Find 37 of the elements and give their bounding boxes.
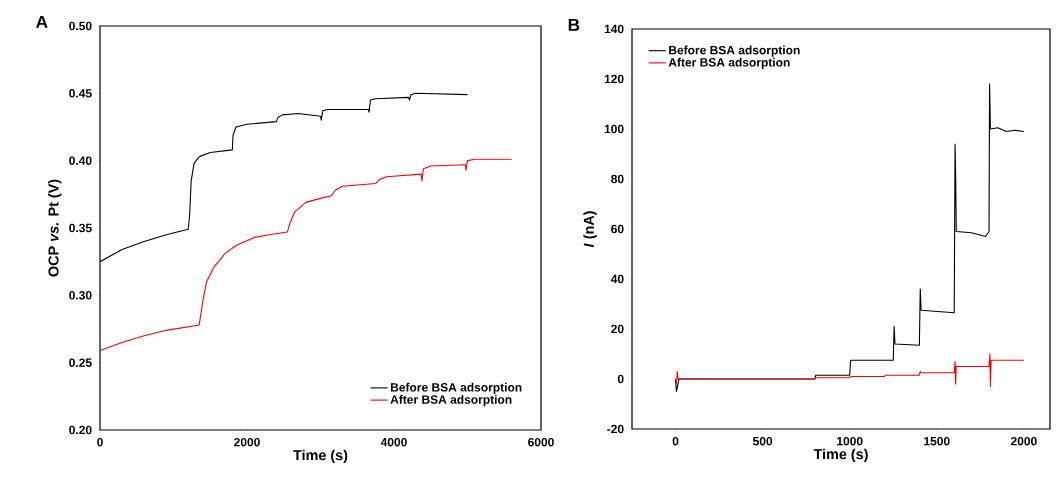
y-tick-label: 120 (604, 74, 624, 84)
x-tick-label: 6000 (528, 437, 554, 447)
y-tick-label: 40 (610, 274, 624, 284)
x-tick-label: 0 (97, 437, 103, 447)
x-tick-label: 0 (672, 436, 679, 446)
y-axis-title: I (nA) (583, 211, 597, 248)
y-tick-label: 100 (604, 124, 624, 134)
chart-title: A (36, 15, 48, 28)
y-tick-label: 60 (611, 224, 624, 234)
y-tick-label: 0 (617, 374, 624, 384)
y-tick-label: 0.35 (69, 223, 92, 233)
x-tick-label: 1000 (837, 436, 863, 446)
y-axis-title: OCP vs. Pt (V) (48, 179, 62, 277)
y-tick-label: 0.30 (69, 291, 92, 300)
x-tick-label: 500 (752, 436, 773, 446)
x-axis-title: Time (s) (813, 448, 868, 463)
legend-label: Before BSA adsorption (669, 45, 800, 57)
x-tick-label: 1500 (924, 436, 950, 446)
x-tick-label: 2000 (234, 437, 260, 447)
y-tick-label: 0.40 (69, 156, 92, 165)
y-tick-label: 0.25 (69, 358, 92, 367)
x-tick-label: 2000 (1010, 436, 1037, 446)
line-series (100, 158, 513, 352)
legend-label: Before BSA adsorption (390, 382, 522, 394)
x-axis-title: Time (s) (293, 449, 348, 464)
x-tick-label: 4000 (380, 437, 407, 447)
line-series (674, 353, 1025, 388)
y-tick-label: -20 (607, 424, 624, 434)
legend-label: After BSA adsorption (668, 57, 790, 69)
y-tick-label: 0.20 (69, 425, 92, 435)
legend-label: After BSA adsorption (390, 395, 512, 407)
y-tick-label: 0.45 (69, 89, 92, 98)
chart-title: B (568, 18, 580, 31)
y-tick-label: 80 (611, 174, 624, 184)
y-tick-label: 20 (611, 324, 624, 334)
y-tick-label: 0.50 (69, 21, 92, 31)
y-tick-label: 140 (604, 24, 624, 34)
